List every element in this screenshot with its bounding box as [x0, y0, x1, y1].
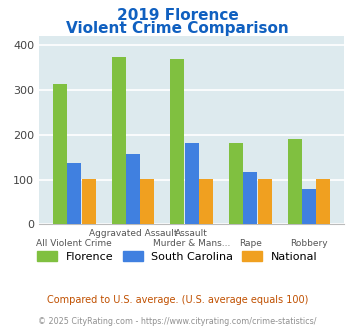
Bar: [243, 173, 257, 224]
Text: Robbery: Robbery: [290, 239, 328, 248]
Bar: [199, 179, 213, 224]
Text: Assault: Assault: [175, 229, 208, 238]
Text: Aggravated Assault: Aggravated Assault: [89, 229, 177, 238]
Text: Murder & Mans...: Murder & Mans...: [153, 239, 230, 248]
Text: Rape: Rape: [239, 239, 262, 248]
Bar: [140, 179, 154, 224]
Text: 2019 Florence: 2019 Florence: [117, 8, 238, 23]
Bar: [170, 59, 184, 224]
Bar: [302, 189, 316, 224]
Bar: [82, 179, 96, 224]
Bar: [316, 179, 331, 224]
Text: All Violent Crime: All Violent Crime: [37, 239, 112, 248]
Bar: [258, 179, 272, 224]
Text: © 2025 CityRating.com - https://www.cityrating.com/crime-statistics/: © 2025 CityRating.com - https://www.city…: [38, 317, 317, 326]
Bar: [229, 143, 243, 224]
Bar: [53, 84, 67, 224]
Text: Compared to U.S. average. (U.S. average equals 100): Compared to U.S. average. (U.S. average …: [47, 295, 308, 305]
Legend: Florence, South Carolina, National: Florence, South Carolina, National: [33, 247, 322, 267]
Bar: [111, 57, 126, 224]
Bar: [288, 139, 302, 224]
Bar: [126, 154, 140, 224]
Bar: [185, 143, 199, 224]
Bar: [67, 163, 81, 224]
Text: Violent Crime Comparison: Violent Crime Comparison: [66, 21, 289, 36]
